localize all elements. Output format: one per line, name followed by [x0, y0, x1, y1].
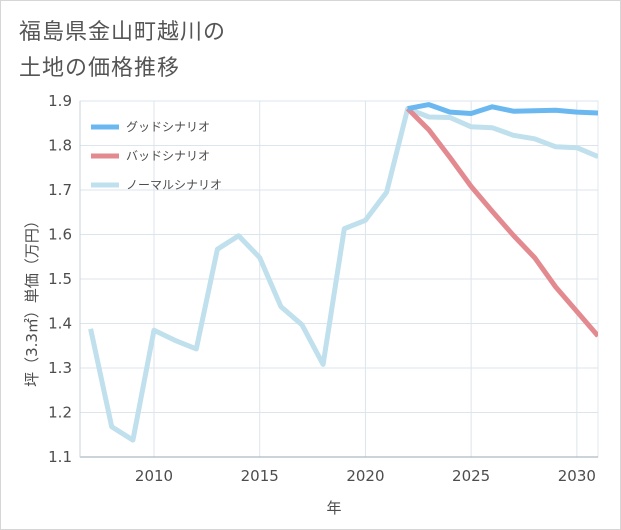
y-tick-label: 1.8	[48, 137, 72, 155]
legend-label: グッドシナリオ	[126, 120, 210, 134]
y-tick-label: 1.2	[48, 404, 72, 422]
y-tick-label: 1.1	[48, 448, 72, 466]
y-tick-label: 1.6	[48, 226, 72, 244]
y-tick-label: 1.7	[48, 181, 72, 199]
axes: 1.1 1.2 1.3 1.4 1.5 1.6 1.7 1.8 1.9 2010 2015 2020 2…	[48, 92, 598, 485]
chart-title-line2: 土地の価格推移	[19, 56, 181, 81]
chart-title: 福島県金山町越川の 土地の価格推移	[19, 15, 226, 87]
x-tick-label: 2020	[346, 467, 384, 485]
y-tick-label: 1.9	[48, 92, 72, 110]
series-line-bad	[405, 106, 598, 338]
y-tick-label: 1.5	[48, 270, 72, 288]
y-axis-label: 坪（3.3㎡）単価（万円）	[23, 213, 41, 387]
y-tick-label: 1.4	[48, 315, 72, 333]
x-tick-label: 2025	[452, 467, 490, 485]
x-axis-label: 年	[326, 499, 341, 517]
x-tick-label: 2015	[241, 467, 279, 485]
y-tick-label: 1.3	[48, 359, 72, 377]
legend-label: バッドシナリオ	[126, 149, 210, 163]
x-tick-label: 2010	[135, 467, 173, 485]
chart-title-line1: 福島県金山町越川の	[19, 20, 227, 45]
legend-label: ノーマルシナリオ	[126, 178, 222, 192]
series-line-good	[407, 102, 598, 116]
series-layer	[88, 102, 598, 443]
grid	[79, 100, 599, 458]
series-line-normal	[88, 106, 598, 443]
x-tick-label: 2030	[558, 467, 596, 485]
